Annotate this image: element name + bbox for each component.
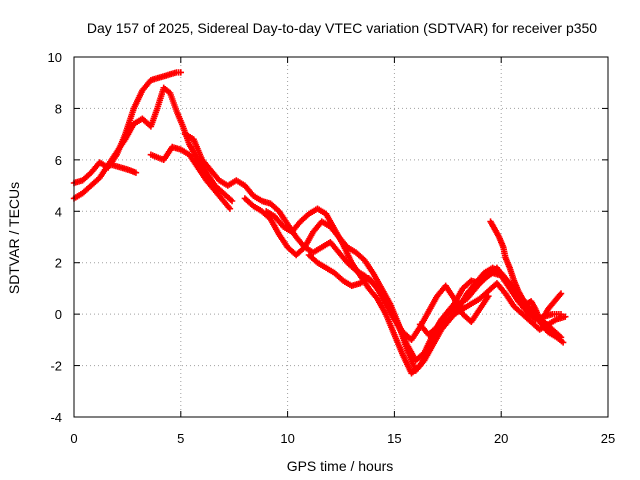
series-trace-d [147, 143, 234, 212]
data-point [177, 69, 184, 76]
y-axis-label: SDTVAR / TECUs [6, 182, 22, 294]
data-point [559, 339, 567, 346]
chart-title: Day 157 of 2025, Sidereal Day-to-day VTE… [87, 20, 597, 36]
y-tick-label: -2 [50, 359, 62, 374]
data-point [562, 313, 569, 320]
plot-frame [73, 56, 609, 418]
trace-marker [556, 291, 564, 299]
series-trace-g [263, 205, 569, 377]
data-point [557, 290, 565, 297]
data-point [132, 169, 140, 176]
y-tick-label: 4 [55, 204, 62, 219]
x-tick-label: 0 [70, 431, 77, 446]
x-tick-label: 15 [387, 431, 401, 446]
x-tick-label: 5 [177, 431, 184, 446]
axis-ticks: 0 5 10 15 20 25 -4 -2 0 2 4 6 8 10 [48, 50, 616, 446]
x-tick-label: 25 [601, 431, 615, 446]
x-tick-label: 10 [280, 431, 294, 446]
data-point [485, 292, 492, 300]
series-trace-c [109, 161, 140, 176]
y-tick-label: 0 [55, 307, 62, 322]
series-trace-h [305, 251, 492, 344]
data-point [228, 197, 236, 205]
x-tick-label: 20 [494, 431, 508, 446]
y-tick-label: -4 [50, 410, 62, 425]
y-tick-label: 8 [55, 101, 62, 116]
x-axis-label: GPS time / hours [287, 458, 394, 474]
data-points [70, 69, 569, 377]
y-tick-label: 6 [55, 153, 62, 168]
series-trace-j [487, 218, 565, 323]
y-tick-label: 10 [48, 50, 62, 65]
series-trace-i [416, 264, 567, 346]
data-point [226, 205, 234, 212]
series-trace-e [181, 130, 565, 364]
y-tick-label: 2 [55, 256, 62, 271]
